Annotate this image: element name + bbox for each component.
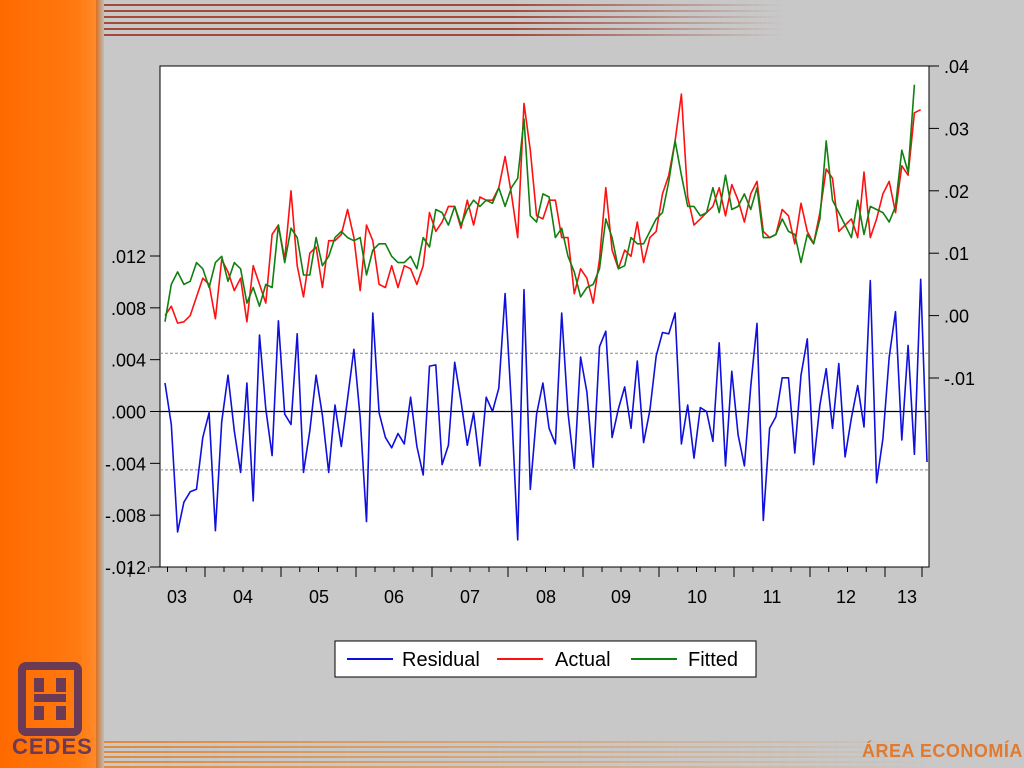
legend-label-actual: Actual	[555, 649, 611, 671]
plot-area	[159, 65, 930, 568]
x-axis-tick-label: 09	[611, 587, 631, 607]
left-axis-tick-label: .008	[111, 299, 146, 319]
x-axis-tick-label: 08	[536, 587, 556, 607]
cedes-logo-icon	[18, 662, 82, 736]
x-axis-tick-label: 05	[309, 587, 329, 607]
legend-box	[334, 640, 757, 678]
legend-label-residual: Residual	[402, 649, 480, 671]
left-axis-tick-label: .012	[111, 247, 146, 267]
x-axis-tick-label: 07	[460, 587, 480, 607]
right-axis-tick-label: .04	[944, 57, 969, 77]
x-axis-tick-label: 04	[233, 587, 253, 607]
right-axis-tick-label: .02	[944, 182, 969, 202]
series-line-residual	[164, 278, 928, 541]
left-axis-tick-label: -.008	[105, 506, 146, 526]
bottom-decorative-stripes	[104, 738, 1024, 768]
x-axis-tick-label: 06	[384, 587, 404, 607]
series-line-fitted	[164, 84, 916, 322]
right-axis-tick-label: .03	[944, 119, 969, 139]
x-axis-tick-label: 10	[687, 587, 707, 607]
series-line-actual	[164, 93, 922, 324]
right-axis-tick-label: .01	[944, 244, 969, 264]
right-axis-tick-label: -.01	[944, 369, 975, 389]
left-axis-tick-label: -.004	[105, 454, 146, 474]
left-axis-tick-label: -.012	[105, 558, 146, 578]
logo-text: CEDES	[12, 734, 93, 759]
chart-legend: Residual Actual Fitted	[334, 640, 757, 678]
x-axis-tick-label: 12	[836, 587, 856, 607]
legend-label-fitted: Fitted	[688, 649, 738, 671]
x-axis-tick-label: 11	[763, 587, 782, 607]
area-economia-label: ÁREA ECONOMÍA	[862, 741, 1023, 761]
side-bar-edge	[96, 0, 104, 768]
right-axis-tick-label: .00	[944, 307, 969, 327]
top-decorative-stripes	[104, 0, 784, 40]
left-axis-tick-label: .004	[111, 351, 146, 371]
x-axis-tick-label: 13	[897, 587, 917, 607]
left-axis-tick-label: .000	[111, 403, 146, 423]
orange-side-bar	[0, 0, 96, 768]
x-axis-tick-label: 03	[167, 587, 187, 607]
